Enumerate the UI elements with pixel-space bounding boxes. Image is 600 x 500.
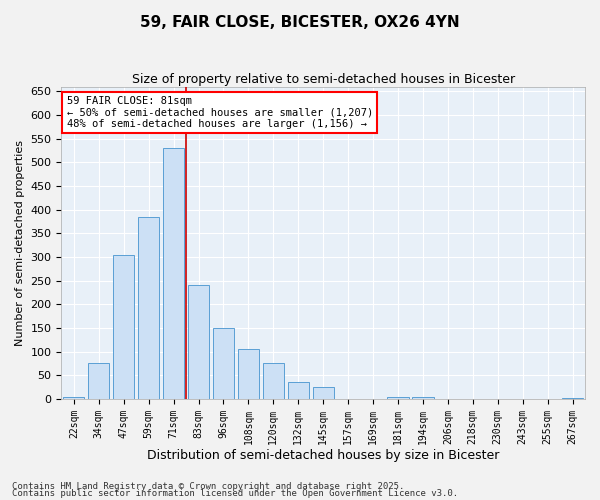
Bar (163, 148, 184, 399)
Bar (238, 350, 259, 399)
Y-axis label: Number of semi-detached properties: Number of semi-detached properties (15, 140, 25, 346)
Bar (388, 396, 409, 399)
Bar (188, 286, 209, 399)
Bar (263, 364, 284, 399)
Bar (562, 398, 583, 399)
Text: 59 FAIR CLOSE: 81sqm
← 50% of semi-detached houses are smaller (1,207)
48% of se: 59 FAIR CLOSE: 81sqm ← 50% of semi-detac… (67, 96, 373, 129)
Bar (412, 396, 434, 399)
Bar (313, 387, 334, 399)
Title: Size of property relative to semi-detached houses in Bicester: Size of property relative to semi-detach… (131, 72, 515, 86)
X-axis label: Distribution of semi-detached houses by size in Bicester: Distribution of semi-detached houses by … (147, 450, 499, 462)
Bar (63, 396, 85, 399)
Bar (213, 328, 234, 399)
Bar (287, 382, 309, 399)
Bar (88, 364, 109, 399)
Bar (138, 217, 159, 399)
Text: Contains public sector information licensed under the Open Government Licence v3: Contains public sector information licen… (12, 489, 458, 498)
Text: 59, FAIR CLOSE, BICESTER, OX26 4YN: 59, FAIR CLOSE, BICESTER, OX26 4YN (140, 15, 460, 30)
Bar (113, 254, 134, 399)
Text: Contains HM Land Registry data © Crown copyright and database right 2025.: Contains HM Land Registry data © Crown c… (12, 482, 404, 491)
